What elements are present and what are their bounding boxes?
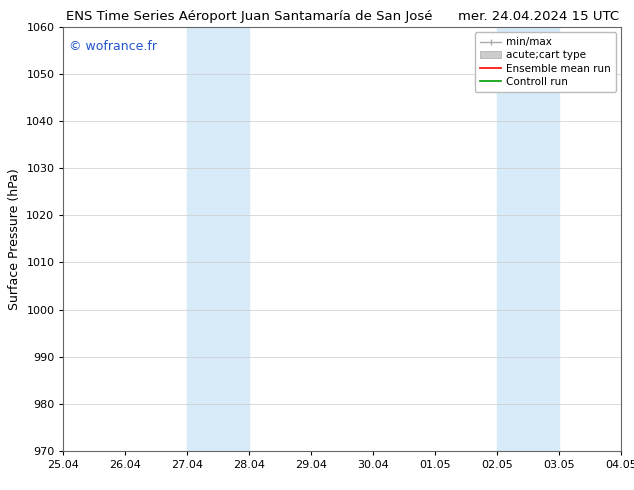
- Text: © wofrance.fr: © wofrance.fr: [69, 40, 157, 52]
- Title: ENS Time Series Aéroport Juan Santamaría de San José      mer. 24.04.2024 15 UTC: ENS Time Series Aéroport Juan Santamaría…: [66, 10, 619, 23]
- Bar: [188, 27, 249, 451]
- Legend: min/max, acute;cart type, Ensemble mean run, Controll run: min/max, acute;cart type, Ensemble mean …: [475, 32, 616, 92]
- Bar: [497, 27, 559, 451]
- Y-axis label: Surface Pressure (hPa): Surface Pressure (hPa): [8, 168, 21, 310]
